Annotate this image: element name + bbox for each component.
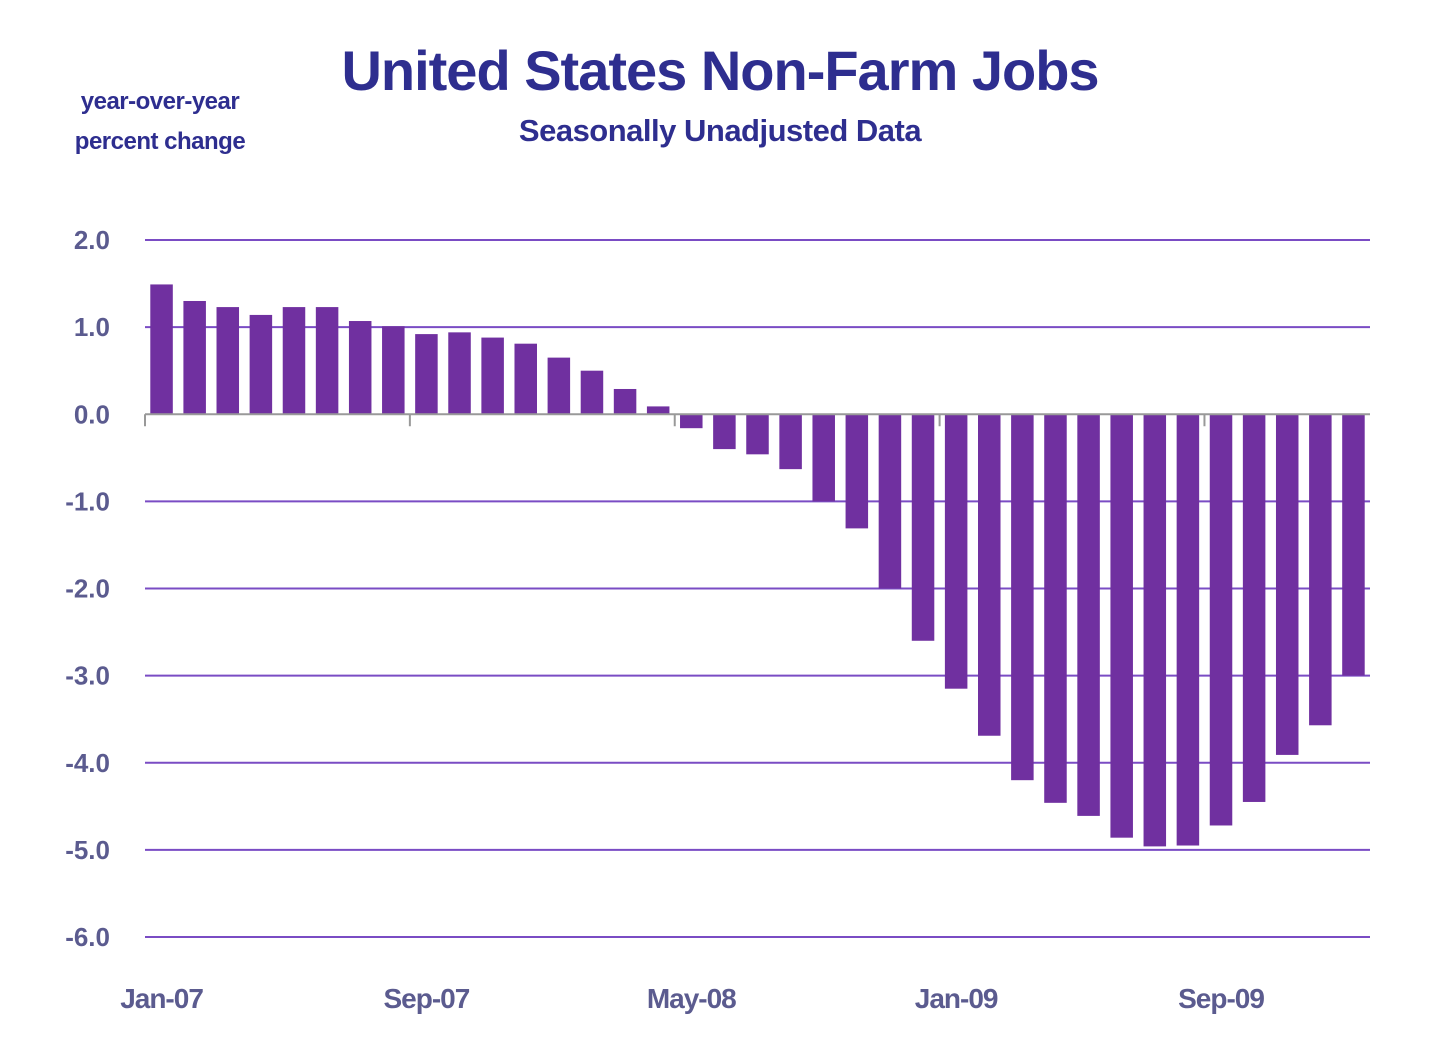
x-tick-labels: Jan-07 Sep-07 May-08 Jan-09 Sep-09 <box>120 983 1265 1014</box>
bar-Jun-07 <box>315 307 339 415</box>
bar-Apr-07 <box>249 314 273 415</box>
bar-Jun-08 <box>713 414 736 450</box>
bar-Feb-08 <box>580 370 604 415</box>
y-tick-label: -1.0 <box>65 486 110 516</box>
y-axis-label-line-2: percent change <box>74 128 246 155</box>
bar-Aug-09 <box>1176 414 1200 846</box>
bar-Nov-09 <box>1275 414 1299 755</box>
y-tick-label: -4.0 <box>65 748 110 778</box>
bar-Jan-08 <box>547 357 571 415</box>
bar-Jul-08 <box>746 414 769 455</box>
bar-Sep-09 <box>1209 414 1233 826</box>
bar-Feb-07 <box>183 300 206 415</box>
bar-Aug-08 <box>779 414 802 470</box>
chart-subtitle: Seasonally Unadjusted Data <box>518 113 922 148</box>
bar-Dec-09 <box>1309 414 1332 726</box>
y-tick-label: -6.0 <box>65 922 110 952</box>
bar-May-09 <box>1077 414 1100 816</box>
y-axis-label-line-1: year-over-year <box>80 88 240 115</box>
x-axis <box>144 413 1370 427</box>
bar-Sep-08 <box>812 414 835 502</box>
bar-Dec-07 <box>514 343 537 415</box>
y-tick-label: -5.0 <box>65 835 110 865</box>
chart-title: United States Non-Farm Jobs <box>341 39 1099 102</box>
bar-Mar-09 <box>1011 414 1034 781</box>
y-tick-labels: 2.0 1.0 0.0 -1.0 -2.0 -3.0 -4.0 -5.0 -6.0 <box>65 225 110 952</box>
y-tick-label: 0.0 <box>74 399 110 429</box>
bar-Jan-07 <box>150 284 173 415</box>
bar-May-08 <box>680 414 703 429</box>
y-tick-label: 1.0 <box>74 312 110 342</box>
bar-Apr-08 <box>646 406 670 415</box>
bar-Mar-08 <box>613 388 637 415</box>
bar-Nov-07 <box>481 337 504 415</box>
x-tick-label: Sep-07 <box>384 983 470 1014</box>
bar-Jun-09 <box>1110 414 1133 838</box>
bar-Jul-07 <box>348 321 372 415</box>
x-tick-label: Jan-09 <box>915 983 998 1014</box>
bar-Mar-07 <box>216 307 240 415</box>
bar-Sep-07 <box>415 334 438 415</box>
y-axis-label: year-over-year percent change <box>40 82 280 162</box>
bar-Jan-10 <box>1342 414 1365 676</box>
bar-Jul-09 <box>1143 414 1167 847</box>
y-tick-label: -2.0 <box>65 574 110 604</box>
bar-Feb-09 <box>978 414 1001 736</box>
bar-Aug-07 <box>382 326 405 415</box>
bar-Oct-09 <box>1242 414 1266 802</box>
bar-Nov-08 <box>878 414 902 589</box>
bars <box>150 284 1365 847</box>
y-tick-label: 2.0 <box>74 225 110 255</box>
bar-Jan-09 <box>944 414 968 689</box>
y-tick-label: -3.0 <box>65 661 110 691</box>
bar-Apr-09 <box>1044 414 1067 803</box>
bar-May-07 <box>282 307 306 415</box>
x-tick-label: May-08 <box>647 983 736 1014</box>
bar-Oct-08 <box>845 414 869 529</box>
x-tick-label: Jan-07 <box>120 983 203 1014</box>
bar-Dec-08 <box>911 414 935 641</box>
bar-Oct-07 <box>448 332 471 415</box>
x-tick-label: Sep-09 <box>1178 983 1264 1014</box>
